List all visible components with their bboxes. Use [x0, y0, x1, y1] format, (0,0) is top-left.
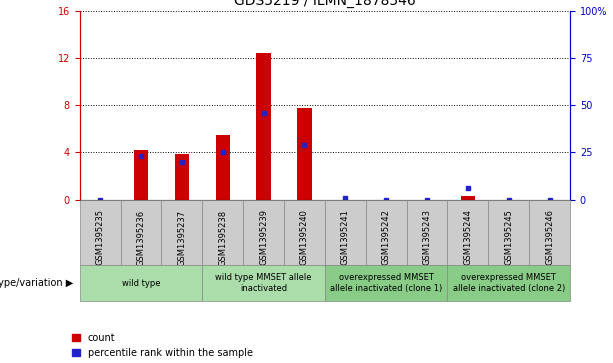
Bar — [80, 265, 202, 301]
Bar — [447, 200, 489, 265]
Text: GSM1395240: GSM1395240 — [300, 209, 309, 265]
Bar — [461, 196, 475, 200]
Bar — [284, 200, 325, 265]
Text: wild type: wild type — [122, 279, 160, 287]
Text: GSM1395245: GSM1395245 — [504, 209, 513, 265]
Bar — [325, 200, 366, 265]
Bar — [216, 135, 230, 200]
Bar — [121, 200, 161, 265]
Bar — [161, 200, 202, 265]
Text: wild type MMSET allele
inactivated: wild type MMSET allele inactivated — [215, 273, 312, 293]
Bar — [366, 200, 406, 265]
Bar — [175, 154, 189, 200]
Title: GDS5219 / ILMN_1878546: GDS5219 / ILMN_1878546 — [234, 0, 416, 8]
Bar — [134, 150, 148, 200]
Bar — [489, 200, 529, 265]
Text: GSM1395241: GSM1395241 — [341, 209, 350, 265]
Text: GSM1395238: GSM1395238 — [218, 209, 227, 266]
Text: GSM1395239: GSM1395239 — [259, 209, 268, 265]
Text: GSM1395242: GSM1395242 — [382, 209, 390, 265]
Bar — [202, 200, 243, 265]
Text: GSM1395236: GSM1395236 — [137, 209, 145, 266]
Bar — [256, 53, 271, 200]
Text: overexpressed MMSET
allele inactivated (clone 2): overexpressed MMSET allele inactivated (… — [452, 273, 565, 293]
Bar — [447, 265, 570, 301]
Text: GSM1395237: GSM1395237 — [177, 209, 186, 266]
Bar — [325, 265, 447, 301]
Bar — [406, 200, 447, 265]
Text: genotype/variation ▶: genotype/variation ▶ — [0, 278, 74, 288]
Bar — [529, 200, 570, 265]
Bar — [243, 200, 284, 265]
Text: GSM1395243: GSM1395243 — [422, 209, 432, 265]
Bar — [297, 107, 311, 200]
Text: GSM1395235: GSM1395235 — [96, 209, 105, 265]
Bar — [80, 200, 121, 265]
Bar — [202, 265, 325, 301]
Text: GSM1395244: GSM1395244 — [463, 209, 473, 265]
Text: GSM1395246: GSM1395246 — [545, 209, 554, 265]
Text: overexpressed MMSET
allele inactivated (clone 1): overexpressed MMSET allele inactivated (… — [330, 273, 443, 293]
Legend: count, percentile rank within the sample: count, percentile rank within the sample — [72, 333, 253, 358]
